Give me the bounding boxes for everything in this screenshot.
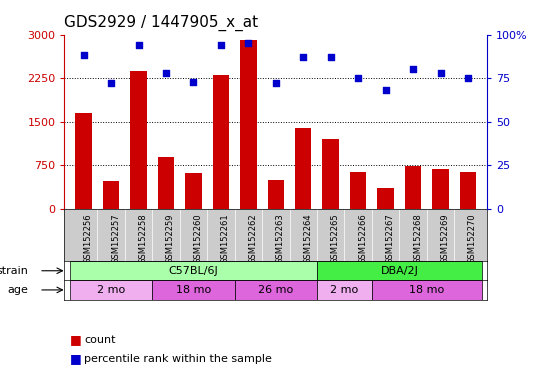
Text: GSM152257: GSM152257 xyxy=(111,213,120,264)
Text: GSM152260: GSM152260 xyxy=(193,213,202,264)
Text: DBA/2J: DBA/2J xyxy=(380,266,418,276)
Text: GSM152268: GSM152268 xyxy=(413,213,422,264)
Bar xyxy=(432,169,449,209)
Point xyxy=(381,87,390,93)
Text: GSM152264: GSM152264 xyxy=(304,213,312,264)
Text: 18 mo: 18 mo xyxy=(409,285,445,295)
Text: GSM152267: GSM152267 xyxy=(386,213,395,264)
Point xyxy=(354,75,363,81)
Text: GSM152258: GSM152258 xyxy=(138,213,147,264)
Bar xyxy=(460,172,476,209)
Text: 18 mo: 18 mo xyxy=(176,285,211,295)
Text: 26 mo: 26 mo xyxy=(258,285,293,295)
Bar xyxy=(323,139,339,209)
Bar xyxy=(235,280,317,300)
Text: GSM152269: GSM152269 xyxy=(441,213,450,264)
Text: GDS2929 / 1447905_x_at: GDS2929 / 1447905_x_at xyxy=(64,15,259,31)
Bar xyxy=(377,188,394,209)
Text: strain: strain xyxy=(0,266,29,276)
Bar xyxy=(317,280,372,300)
Bar xyxy=(350,172,366,209)
Point xyxy=(106,80,115,86)
Text: ■: ■ xyxy=(70,333,82,346)
Bar xyxy=(317,261,482,280)
Bar xyxy=(130,71,147,209)
Point xyxy=(271,80,280,86)
Bar xyxy=(103,181,119,209)
Text: GSM152262: GSM152262 xyxy=(248,213,258,264)
Point xyxy=(409,66,418,73)
Bar xyxy=(152,280,235,300)
Point xyxy=(79,52,88,58)
Bar xyxy=(213,75,229,209)
Text: ■: ■ xyxy=(70,353,82,366)
Bar xyxy=(76,113,92,209)
Point xyxy=(134,42,143,48)
Point xyxy=(244,40,253,46)
Bar xyxy=(405,166,421,209)
Bar xyxy=(268,180,284,209)
Text: GSM152261: GSM152261 xyxy=(221,213,230,264)
Text: GSM152256: GSM152256 xyxy=(83,213,92,264)
Point xyxy=(326,54,335,60)
Text: age: age xyxy=(8,285,29,295)
Text: GSM152266: GSM152266 xyxy=(358,213,367,264)
Bar xyxy=(70,261,317,280)
Point xyxy=(464,75,473,81)
Point xyxy=(189,79,198,85)
Text: GSM152259: GSM152259 xyxy=(166,213,175,263)
Point xyxy=(216,42,225,48)
Text: GSM152263: GSM152263 xyxy=(276,213,285,264)
Text: GSM152270: GSM152270 xyxy=(468,213,477,264)
Point xyxy=(299,54,308,60)
Text: C57BL/6J: C57BL/6J xyxy=(169,266,218,276)
Text: GSM152265: GSM152265 xyxy=(331,213,340,264)
Bar xyxy=(295,127,311,209)
Bar xyxy=(372,280,482,300)
Bar xyxy=(240,40,256,209)
Point xyxy=(436,70,445,76)
Bar xyxy=(158,157,174,209)
Point xyxy=(161,70,170,76)
Bar xyxy=(70,280,152,300)
Bar xyxy=(185,173,202,209)
Text: 2 mo: 2 mo xyxy=(330,285,358,295)
Text: percentile rank within the sample: percentile rank within the sample xyxy=(84,354,272,364)
Text: 2 mo: 2 mo xyxy=(97,285,125,295)
Text: count: count xyxy=(84,335,115,345)
